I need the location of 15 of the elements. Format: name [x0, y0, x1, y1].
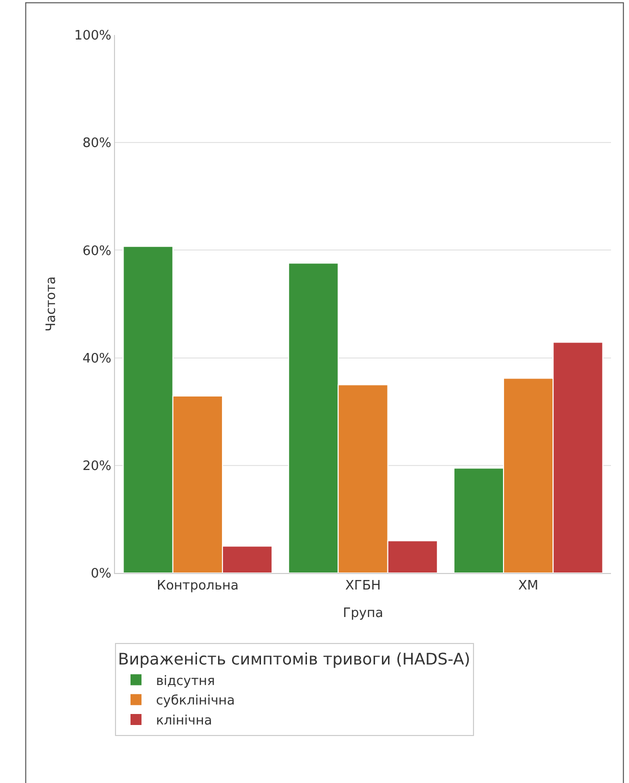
legend-label: клінічна [156, 714, 212, 729]
legend-title: Вираженість симптомів тривоги (HADS-A) [118, 650, 470, 669]
y-tick-label: 20% [82, 458, 112, 474]
x-tick-label: ХГБН [345, 578, 381, 594]
y-tick-label: 60% [82, 244, 112, 259]
y-tick-label: 100% [74, 28, 112, 44]
x-axis-title: Група [342, 606, 384, 622]
x-tick-label: Контрольна [156, 578, 239, 594]
y-tick-label: 40% [82, 351, 112, 366]
y-axis-title: Частота [44, 276, 60, 332]
legend-label: субклінічна [156, 694, 235, 709]
y-tick-label: 0% [90, 566, 112, 582]
y-tick-label: 80% [82, 136, 112, 152]
x-tick-label: ХМ [518, 578, 538, 594]
legend-label: відсутня [156, 674, 215, 689]
